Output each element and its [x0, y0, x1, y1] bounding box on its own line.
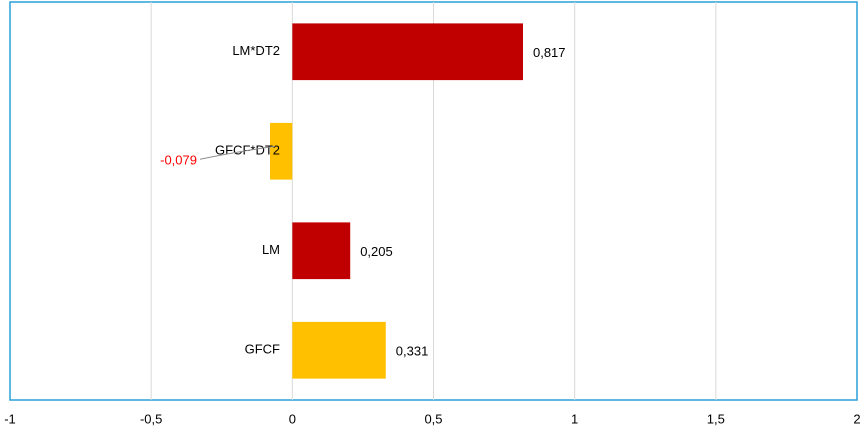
- x-tick-label: 1,5: [707, 411, 725, 426]
- x-tick-label: 0: [289, 411, 296, 426]
- category-label: LM: [262, 242, 280, 257]
- x-tick-label: -1: [4, 411, 16, 426]
- x-tick-label: 2: [853, 411, 860, 426]
- leader-line: [199, 145, 276, 160]
- bar: [270, 122, 293, 180]
- value-label: 0,331: [396, 344, 429, 359]
- value-label: 0,205: [360, 244, 393, 259]
- x-tick-label: 0,5: [424, 411, 442, 426]
- value-label: 0,817: [533, 45, 566, 60]
- bar: [292, 23, 523, 81]
- x-tick-label: 1: [571, 411, 578, 426]
- value-label: -0,079: [160, 153, 197, 168]
- category-label: GFCF: [245, 342, 280, 357]
- category-label: LM*DT2: [232, 43, 280, 58]
- x-tick-label: -0,5: [140, 411, 162, 426]
- bar: [292, 222, 351, 280]
- bar: [292, 321, 386, 379]
